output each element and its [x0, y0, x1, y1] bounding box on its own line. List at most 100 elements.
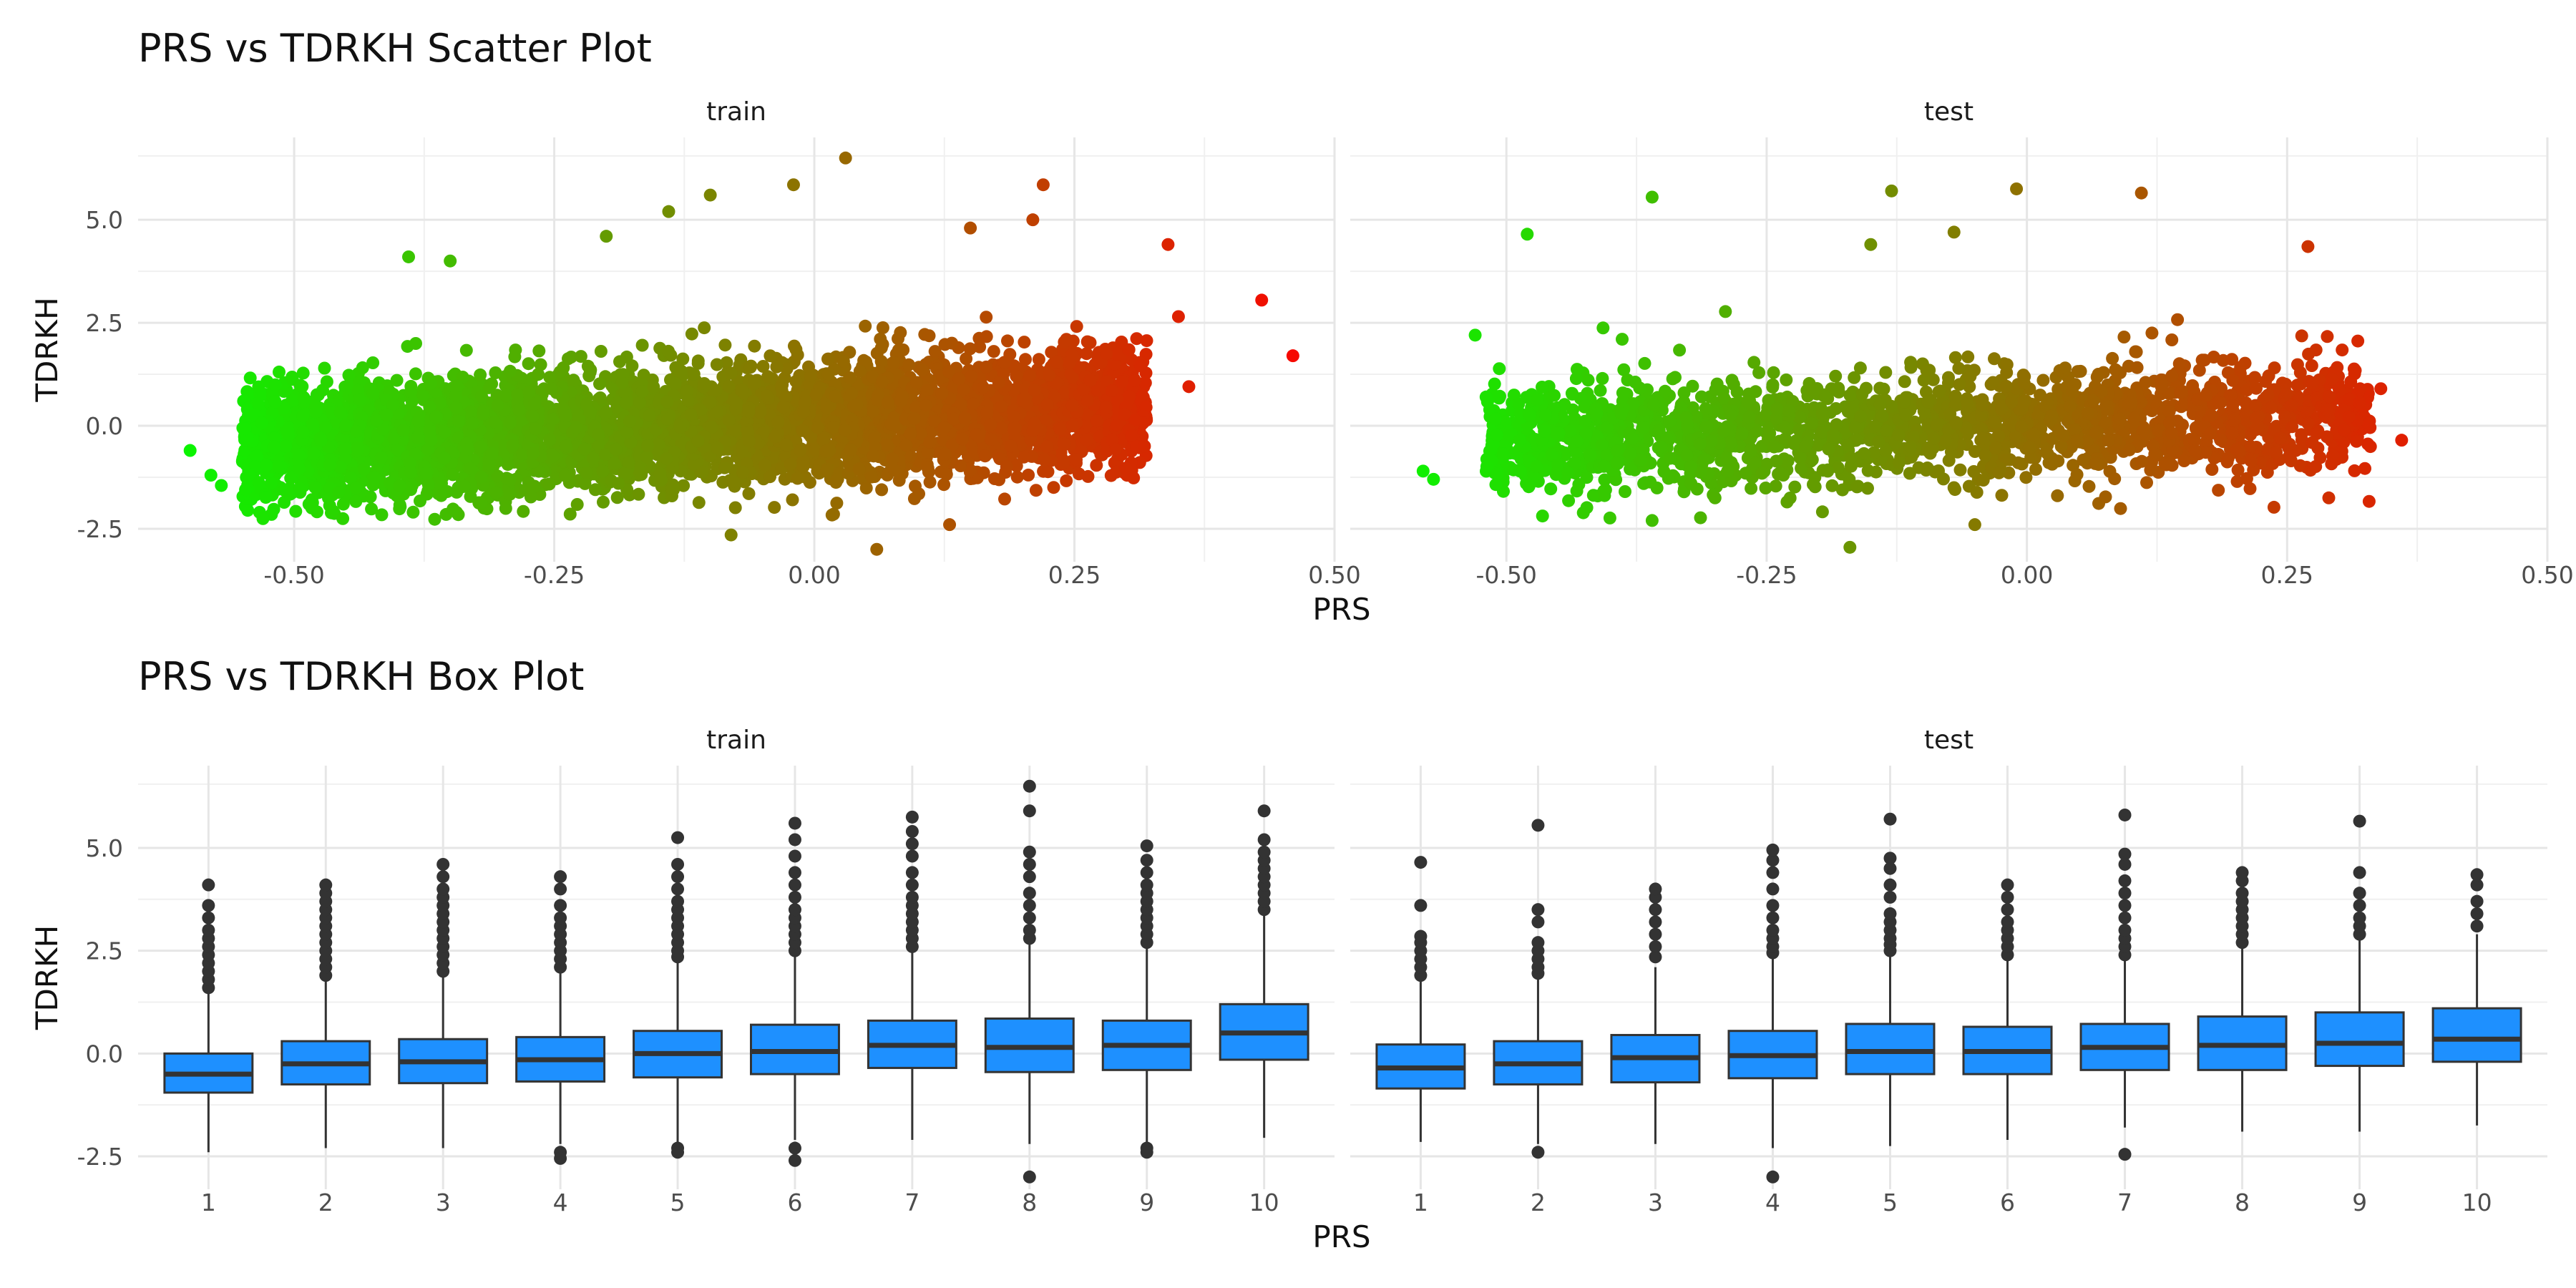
- scatter-point: [711, 441, 724, 455]
- scatter-point: [296, 366, 310, 380]
- scatter-point: [666, 481, 680, 494]
- scatter-point: [447, 468, 459, 482]
- scatter-point: [318, 361, 331, 375]
- scatter-point: [1081, 469, 1095, 483]
- scatter-point: [720, 356, 733, 369]
- scatter-point: [947, 412, 960, 426]
- scatter-point: [823, 444, 836, 457]
- scatter-point: [406, 505, 420, 519]
- scatter-point: [984, 432, 997, 446]
- scatter-point: [545, 382, 558, 396]
- scatter-point: [921, 462, 935, 475]
- scatter-point: [909, 479, 922, 493]
- scatter-point: [839, 151, 852, 165]
- scatter-point: [838, 424, 852, 437]
- scatter-point: [718, 338, 732, 352]
- scatter-point: [489, 486, 503, 499]
- scatter-point: [728, 424, 742, 438]
- scatter-point: [393, 498, 406, 512]
- scatter-point: [612, 477, 625, 490]
- scatter-point: [1041, 465, 1055, 479]
- scatter-point: [589, 483, 602, 497]
- figure-root: PRS vs TDRKH Scatter Plot PRS vs TDRKH B…: [29, 26, 2574, 1254]
- box-plot-title: PRS vs TDRKH Box Plot: [138, 654, 584, 699]
- scatter-point: [1070, 453, 1083, 467]
- scatter-point: [761, 370, 775, 384]
- scatter-point: [1080, 433, 1093, 447]
- scatter-point: [635, 338, 649, 352]
- scatter-point: [655, 473, 668, 487]
- scatter-point: [829, 389, 842, 403]
- scatter-point: [1058, 437, 1071, 451]
- scatter-point: [485, 377, 499, 391]
- scatter-point: [724, 366, 738, 380]
- scatter-point: [447, 502, 460, 516]
- scatter-point: [779, 438, 793, 452]
- scatter-point: [698, 321, 711, 335]
- scatter-point: [241, 504, 255, 517]
- scatter-point: [2140, 476, 2153, 489]
- scatter-point: [681, 394, 695, 407]
- scatter-point: [404, 457, 416, 470]
- scatter-point: [2362, 494, 2376, 508]
- scatter-point: [796, 424, 809, 437]
- scatter-point: [736, 465, 750, 479]
- scatter-point: [998, 492, 1011, 506]
- scatter-point: [892, 332, 904, 346]
- scatter-point: [1026, 213, 1040, 227]
- scatter-point: [1080, 335, 1094, 348]
- scatter-point: [768, 501, 781, 514]
- scatter-point: [980, 330, 993, 343]
- scatter-point: [794, 444, 807, 457]
- scatter-point: [743, 361, 757, 374]
- scatter-point: [243, 371, 257, 385]
- scatter-point: [380, 408, 394, 421]
- scatter-point: [532, 344, 546, 358]
- scatter-point: [2082, 479, 2096, 493]
- scatter-point: [409, 367, 422, 381]
- scatter-point: [620, 426, 634, 439]
- scatter-point: [643, 409, 656, 422]
- scatter-point: [474, 440, 487, 454]
- scatter-point: [259, 491, 273, 504]
- scatter-point: [685, 327, 698, 341]
- scatter-point: [809, 388, 823, 401]
- scatter-point: [867, 449, 880, 463]
- scatter-point: [183, 444, 197, 457]
- scatter-point: [1161, 238, 1175, 251]
- scatter-point: [886, 452, 899, 466]
- scatter-point: [660, 452, 673, 465]
- scatter-point: [268, 395, 282, 409]
- scatter-point: [633, 396, 647, 409]
- scatter-point: [215, 479, 228, 492]
- scatter-point: [995, 399, 1008, 413]
- x-tick-label: -0.50: [263, 561, 324, 589]
- scatter-point: [351, 441, 364, 454]
- scatter-point: [859, 319, 872, 333]
- scatter-point: [1029, 420, 1043, 434]
- scatter-point: [339, 419, 352, 432]
- scatter-point: [880, 438, 894, 452]
- scatter-point: [1105, 384, 1118, 397]
- scatter-point: [760, 389, 774, 403]
- scatter-point: [796, 460, 810, 473]
- scatter-point: [691, 434, 705, 448]
- scatter-point: [789, 375, 803, 388]
- scatter-point: [972, 430, 986, 444]
- scatter-point: [825, 508, 839, 522]
- scatter-point: [1010, 470, 1024, 484]
- scatter-point: [1041, 398, 1054, 411]
- scatter-point: [499, 502, 512, 515]
- scatter-point: [870, 542, 884, 556]
- scatter-point: [915, 363, 929, 376]
- scatter-point: [393, 479, 406, 492]
- scatter-point: [289, 504, 303, 518]
- scatter-point: [992, 376, 1005, 389]
- scatter-point: [641, 439, 654, 452]
- scatter-point: [1018, 336, 1031, 349]
- scatter-point: [875, 483, 889, 497]
- scatter-point: [366, 356, 380, 369]
- scatter-point: [396, 424, 410, 437]
- scatter-point: [419, 467, 433, 480]
- scatter-panel-test: test-0.50 -0.25 0.00 0.25 0.50: [1350, 97, 2574, 589]
